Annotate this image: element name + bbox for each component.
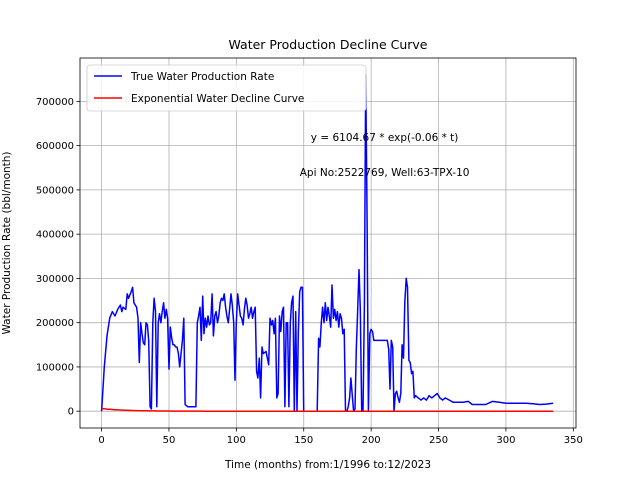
x-tick-label: 250 bbox=[429, 435, 448, 446]
y-tick-label: 500000 bbox=[36, 185, 74, 196]
x-tick-label: 200 bbox=[362, 435, 381, 446]
y-tick-label: 600000 bbox=[36, 141, 74, 152]
y-tick-label: 200000 bbox=[36, 318, 74, 329]
true-water-production-line bbox=[100, 74, 554, 412]
annotations: y = 6104.67 * exp(-0.06 * t) Api No:25227… bbox=[300, 132, 470, 179]
y-tick-label: 300000 bbox=[36, 274, 74, 285]
y-tick-label: 100000 bbox=[36, 362, 74, 373]
series-group bbox=[100, 74, 554, 412]
x-axis-label: Time (months) from:1/1996 to:12/2023 bbox=[224, 459, 431, 471]
exponential-decline-line bbox=[101, 407, 554, 412]
x-tick-label: 350 bbox=[564, 435, 583, 446]
annotation-text: Api No:2522769, Well:63-TPX-10 bbox=[300, 167, 470, 179]
annotation-text: y = 6104.67 * exp(-0.06 * t) bbox=[311, 132, 459, 144]
legend-label: True Water Production Rate bbox=[130, 71, 274, 83]
y-tick-label: 400000 bbox=[36, 230, 74, 241]
x-tick-label: 0 bbox=[98, 435, 104, 446]
chart-title: Water Production Decline Curve bbox=[229, 37, 428, 52]
y-tick-label: 700000 bbox=[36, 97, 74, 108]
legend-box bbox=[86, 64, 367, 112]
plot-frame bbox=[79, 57, 577, 429]
y-tick-label: 0 bbox=[68, 407, 74, 418]
legend-label: Exponential Water Decline Curve bbox=[131, 93, 304, 105]
legend: True Water Production Rate Exponential Wa… bbox=[86, 64, 367, 112]
x-tick-label: 50 bbox=[163, 435, 176, 446]
x-tick-label: 150 bbox=[294, 435, 313, 446]
ticks: 0 50 100 150 200 250 300 350 0 100000 200000 300000… bbox=[36, 97, 583, 446]
y-axis-label: Water Production Rate (bbl/month) bbox=[1, 151, 13, 334]
x-tick-label: 300 bbox=[496, 435, 515, 446]
x-tick-label: 100 bbox=[227, 435, 246, 446]
